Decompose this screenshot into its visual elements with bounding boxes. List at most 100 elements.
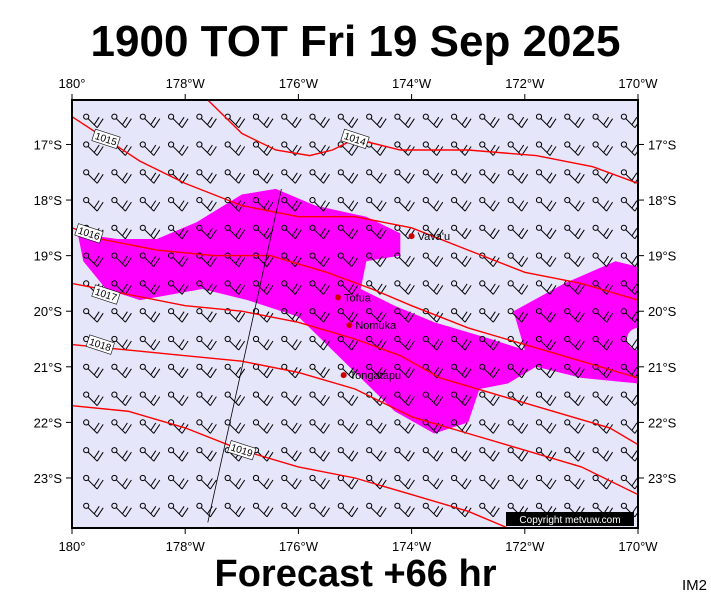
- wind-barb: [83, 502, 104, 518]
- wind-barb: [592, 169, 614, 184]
- wind-barb: [168, 113, 189, 129]
- wind-barb: [451, 252, 472, 267]
- place-label: Vava'u: [418, 231, 450, 243]
- wind-barb: [111, 169, 132, 184]
- wind-barb: [366, 113, 387, 129]
- wind-barb: [139, 197, 161, 212]
- wind-barb: [281, 280, 302, 295]
- wind-barb: [139, 419, 161, 434]
- wind-barb: [535, 197, 557, 212]
- wind-barb: [252, 335, 274, 351]
- wind-barb: [224, 502, 246, 518]
- wind-barb: [535, 308, 557, 323]
- wind-barb: [252, 474, 274, 490]
- wind-barb: [196, 447, 217, 462]
- lat-label-left: 22°S: [34, 415, 63, 430]
- wind-barb: [111, 252, 132, 267]
- wind-barb: [507, 419, 529, 434]
- wind-barb: [196, 113, 217, 129]
- lon-label-bottom: 180°: [59, 539, 86, 554]
- wind-barb: [592, 308, 614, 323]
- wind-barb: [592, 224, 614, 240]
- wind-barb: [224, 224, 246, 240]
- wind-barb: [139, 113, 161, 129]
- wind-barb: [83, 113, 104, 129]
- wind-barb: [592, 419, 614, 434]
- wind-barb: [309, 169, 330, 184]
- wind-barb: [451, 447, 472, 462]
- wind-barb: [394, 474, 415, 490]
- lon-label-top: 180°: [59, 76, 86, 91]
- wind-barb: [592, 447, 614, 462]
- wind-barb: [337, 335, 359, 351]
- wind-barb: [592, 391, 614, 406]
- lat-label-right: 22°S: [648, 415, 677, 430]
- wind-barb: [337, 197, 359, 212]
- lon-label-bottom: 176°W: [279, 539, 319, 554]
- lat-label-right: 18°S: [648, 193, 677, 208]
- wind-barb: [592, 113, 614, 129]
- wind-barb: [451, 308, 472, 323]
- wind-barb: [564, 308, 585, 323]
- place-marker: [408, 233, 415, 240]
- wind-barb: [479, 308, 500, 323]
- wind-barb: [394, 169, 415, 184]
- wind-barb: [196, 474, 217, 490]
- wind-barb: [451, 335, 472, 351]
- lat-label-left: 19°S: [34, 249, 63, 264]
- wind-barb: [168, 252, 189, 267]
- wind-barb: [507, 474, 529, 490]
- wind-barb: [564, 391, 585, 406]
- wind-barb: [479, 447, 500, 462]
- wind-barb: [337, 224, 359, 240]
- wind-barb: [139, 252, 161, 267]
- wind-barb: [168, 141, 189, 156]
- wind-barb: [139, 224, 161, 240]
- wind-barb: [479, 419, 500, 434]
- wind-barb: [196, 363, 217, 379]
- wind-barb: [252, 113, 274, 129]
- wind-barb: [422, 308, 444, 323]
- axis-ticks: 180° 180° 178°W 178°W 176°W 176°W 174°W 174°W 17…: [34, 76, 677, 554]
- wind-barb: [281, 419, 302, 434]
- wind-barb: [168, 391, 189, 406]
- wind-barb: [168, 224, 189, 240]
- wind-barb: [394, 113, 415, 129]
- wind-barb: [224, 419, 246, 434]
- wind-barb: [139, 141, 161, 156]
- wind-barb: [309, 419, 330, 434]
- wind-barb: [83, 474, 104, 490]
- wind-barb: [139, 502, 161, 518]
- wind-barb: [337, 308, 359, 323]
- wind-barb: [111, 447, 132, 462]
- wind-barb: [422, 252, 444, 267]
- lon-label-top: 170°W: [618, 76, 658, 91]
- wind-barb: [337, 280, 359, 295]
- wind-barb: [111, 197, 132, 212]
- wind-barb: [337, 391, 359, 406]
- place-label: Tofua: [344, 292, 372, 304]
- wind-barb: [564, 197, 585, 212]
- wind-barb: [366, 252, 387, 267]
- wind-barb: [281, 474, 302, 490]
- wind-barb: [309, 224, 330, 240]
- wind-barb: [564, 224, 585, 240]
- copyright-text: Copyright metvuw.com: [519, 515, 620, 526]
- wind-barb: [111, 474, 132, 490]
- wind-barb: [281, 113, 302, 129]
- wind-barb: [394, 308, 415, 323]
- rain-polygon: [77, 188, 638, 434]
- wind-barb: [111, 308, 132, 323]
- wind-barb: [451, 280, 472, 295]
- wind-barb: [422, 474, 444, 490]
- wind-barb: [337, 502, 359, 518]
- wind-barb: [422, 502, 444, 518]
- wind-barb: [281, 308, 302, 323]
- wind-barb: [507, 308, 529, 323]
- wind-barb: [111, 224, 132, 240]
- wind-barb: [224, 141, 246, 156]
- wind-barb: [366, 502, 387, 518]
- wind-barb: [309, 474, 330, 490]
- lon-label-bottom: 178°W: [166, 539, 206, 554]
- wind-barb: [479, 335, 500, 351]
